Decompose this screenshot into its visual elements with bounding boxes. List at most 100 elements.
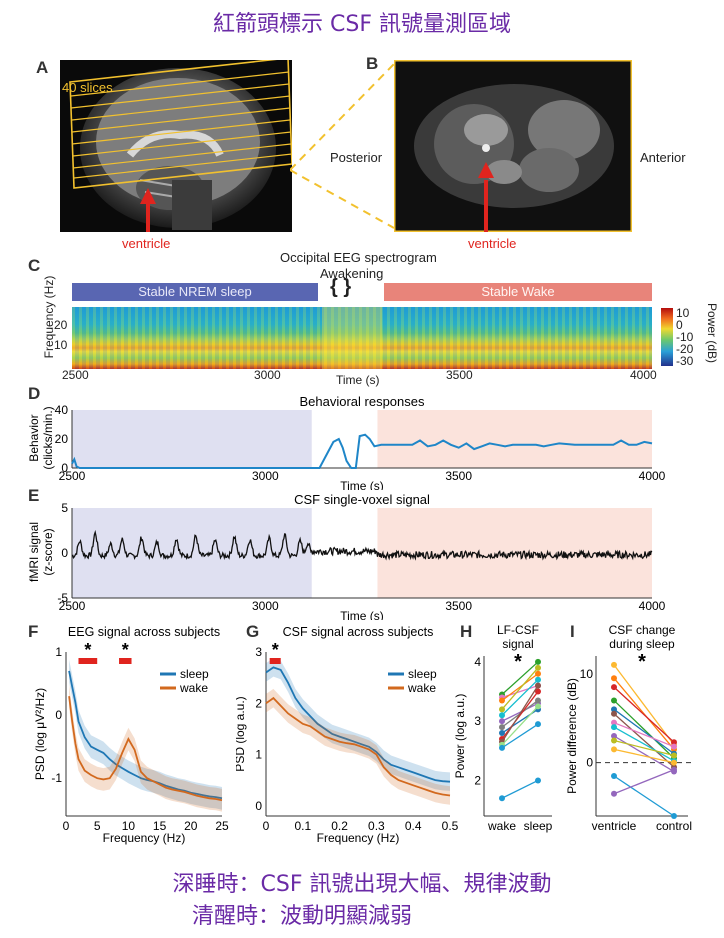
panel-label-i: I (570, 622, 575, 641)
e-xtick: 2500 (59, 599, 86, 613)
i-ytick: 0 (586, 756, 593, 770)
e-xtick: 3500 (445, 599, 472, 613)
panel-label-c: C (28, 256, 41, 275)
g-xtick: 0.1 (294, 819, 311, 833)
h-ylabel: Power (log a.u.) (453, 694, 467, 779)
g-ytick: 1 (255, 748, 262, 762)
i-point-ventricle (611, 697, 617, 704)
h-point-wake (499, 718, 505, 725)
h-xcat-1: sleep (524, 819, 553, 833)
f-xlabel: Frequency (Hz) (103, 831, 186, 845)
i-pair-line (613, 664, 675, 746)
f-sig-bar (119, 658, 132, 664)
i-point-control (671, 759, 677, 766)
ventricle-label-b: ventricle (468, 236, 517, 251)
f-xtick: 25 (215, 819, 229, 833)
g-line-wake (265, 696, 451, 797)
h-ytick: 4 (474, 655, 481, 669)
c-xtick-2500: 2500 (62, 368, 89, 382)
h-pair-line (501, 685, 539, 743)
h-point-sleep (535, 688, 541, 695)
panel-b-mri (394, 60, 632, 232)
h-point-sleep (535, 721, 541, 728)
e-xtick: 3000 (252, 599, 279, 613)
f-legend-sleep: sleep (180, 667, 209, 681)
panel-label-a: A (36, 58, 49, 77)
g-ytick: 0 (255, 799, 262, 813)
c-xlabel: Time (s) (336, 373, 380, 387)
c-ytick-20: 20 (54, 318, 68, 332)
c-ytick-10: 10 (54, 338, 68, 352)
d-wake-shade (377, 410, 652, 468)
i-ylabel: Power difference (dB) (565, 678, 579, 794)
f-sig-star: * (84, 640, 91, 660)
bottom-caption-line2: 清醒時：波動明顯減弱 (191, 904, 412, 929)
f-xtick: 20 (184, 819, 198, 833)
g-ytick: 3 (255, 645, 262, 659)
i-pair-line (613, 748, 675, 764)
f-line-wake (68, 696, 223, 802)
colorbar-tick-m10: -10 (676, 330, 694, 344)
g-xtick: 0 (263, 819, 270, 833)
e-ylabel-unit: (z-score) (41, 528, 55, 575)
ventricle-label-a: ventricle (122, 236, 171, 251)
f-xtick: 10 (122, 819, 136, 833)
d-ylabel: Behavior (27, 414, 41, 461)
slices-label: 40 slices (62, 80, 113, 95)
h-title-1: LF-CSF (497, 623, 539, 637)
d-behavior-line (71, 433, 653, 469)
g-legend-wake: wake (407, 681, 436, 695)
i-pair-line (613, 726, 675, 762)
g-band-wake (266, 688, 450, 805)
h-pair-line (501, 691, 539, 740)
colorbar-tick-m20: -20 (676, 342, 694, 356)
h-point-wake (499, 724, 505, 731)
e-csf-line (71, 529, 653, 561)
wake-bar: Stable Wake (384, 283, 652, 301)
i-point-ventricle (611, 724, 617, 731)
h-pair-line (501, 661, 539, 696)
f-legend-wake: wake (179, 681, 208, 695)
i-ytick: 10 (580, 667, 594, 681)
d-xtick: 2500 (59, 469, 86, 483)
h-point-wake (499, 706, 505, 713)
i-pair-line (613, 677, 675, 750)
f-ytick: -1 (51, 771, 62, 785)
h-xcat-0: wake (487, 819, 516, 833)
f-ylabel: PSD (log μV²/Hz) (33, 688, 47, 780)
h-pair-line (501, 673, 539, 701)
h-sig-star: * (514, 651, 522, 673)
nrem-bar: Stable NREM sleep (72, 283, 318, 301)
i-point-ventricle (611, 710, 617, 717)
i-point-ventricle (611, 661, 617, 668)
g-xtick: 0.4 (405, 819, 422, 833)
colorbar-tick-10: 10 (676, 306, 690, 320)
i-xcat-0: ventricle (592, 819, 637, 833)
f-ytick: 0 (55, 708, 62, 722)
panel-label-g: G (246, 622, 260, 641)
h-point-wake (499, 795, 505, 802)
i-pair-line (613, 722, 675, 748)
colorbar (661, 308, 673, 366)
awakening-highlight (322, 307, 382, 369)
c-ylabel: Frequency (Hz) (42, 275, 56, 359)
spectrogram-title: Occipital EEG spectrogram (280, 250, 437, 265)
f-xtick: 15 (153, 819, 167, 833)
i-pair-line (613, 735, 675, 773)
d-ytick: 40 (55, 403, 69, 417)
h-pair-line (501, 679, 539, 716)
i-point-ventricle (611, 684, 617, 691)
ventricle-arrow-a (140, 188, 156, 232)
panel-label-d: D (28, 384, 41, 403)
i-point-ventricle (611, 706, 617, 713)
h-pair-line (501, 723, 539, 749)
i-title-1: CSF change (609, 623, 676, 637)
i-pair-line (613, 708, 675, 755)
h-ytick: 2 (474, 773, 481, 787)
i-pair-line (613, 699, 675, 759)
i-pair-line (613, 686, 675, 743)
h-point-wake (499, 744, 505, 751)
